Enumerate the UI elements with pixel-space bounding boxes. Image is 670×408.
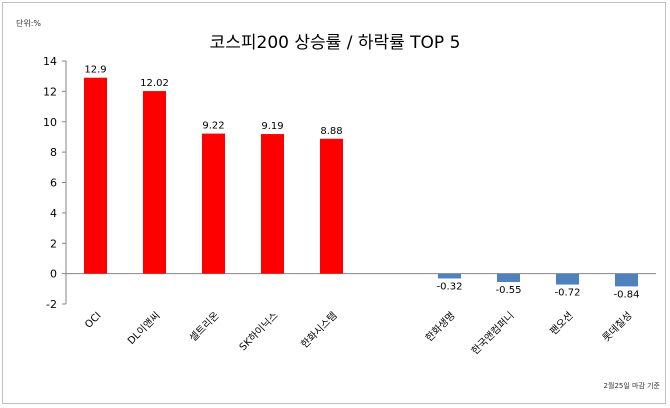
data-label: 9.19: [261, 121, 283, 132]
category-label: 한국앤컴퍼니: [469, 310, 517, 358]
y-tick-label: 2: [50, 237, 57, 250]
category-label: SK하이닉스: [236, 309, 280, 353]
bar: [556, 273, 579, 285]
data-label: 12.02: [140, 78, 169, 89]
data-label: 8.88: [320, 126, 342, 137]
category-label: 한화생명: [423, 310, 458, 345]
data-label: 12.9: [84, 65, 106, 76]
category-label: DL이앤씨: [125, 310, 162, 347]
y-tick-label: 0: [50, 268, 57, 281]
bar: [261, 134, 284, 274]
y-tick-label: 10: [43, 116, 57, 129]
y-tick-label: 12: [43, 85, 57, 98]
bar: [320, 138, 343, 274]
unit-label: 단위:%: [16, 19, 42, 28]
data-label: -0.55: [496, 285, 522, 296]
category-label: OCI: [83, 310, 103, 330]
bar: [84, 77, 107, 274]
data-label: -0.32: [437, 281, 463, 292]
data-label: -0.72: [555, 288, 581, 299]
category-label: 롯데칠성: [600, 310, 635, 345]
y-tick-label: 14: [43, 55, 57, 68]
data-label: -0.84: [614, 289, 640, 300]
chart-title: 코스피200 상승률 / 하락률 TOP 5: [209, 33, 461, 53]
y-tick-label: 6: [50, 177, 57, 190]
bar: [438, 273, 461, 279]
y-tick-label: -2: [46, 298, 57, 311]
category-label: 한화시스템: [299, 310, 340, 351]
y-tick-label: 4: [50, 207, 57, 220]
bar: [497, 273, 520, 282]
data-label: 9.22: [202, 121, 224, 132]
y-tick-label: 8: [50, 146, 57, 159]
bar: [143, 91, 166, 274]
category-label: 팬오션: [548, 310, 576, 338]
bar: [202, 133, 225, 274]
category-label: 셀트리온: [187, 310, 222, 345]
date-note: 2월25일 마감 기준: [603, 382, 660, 390]
bar: [615, 273, 638, 287]
